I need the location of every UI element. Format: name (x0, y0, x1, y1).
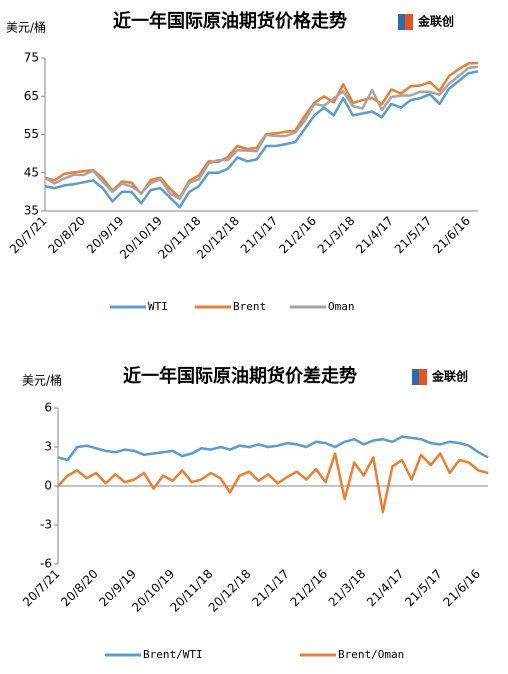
x-tick-label: 21/3/18 (326, 567, 369, 610)
x-tick-label: 21/4/17 (364, 567, 407, 610)
y-tick-label: 75 (24, 51, 39, 65)
x-tick-label: 21/2/16 (276, 214, 319, 257)
logo: 金联创 (431, 369, 468, 384)
x-tick-label: 21/4/17 (353, 214, 396, 257)
x-tick-label: 21/6/16 (440, 567, 483, 610)
series-line (44, 61, 479, 199)
y-tick-label: 45 (24, 165, 39, 179)
series-line (57, 435, 489, 462)
legend-label: WTI (148, 300, 168, 313)
logo-icon-b (419, 369, 427, 385)
y-tick-label: 0 (44, 479, 52, 493)
chart-title: 近一年国际原油期货价格走势 (113, 10, 347, 32)
legend-label: Brent/Oman (338, 648, 404, 661)
series-line (44, 70, 479, 209)
y-tick-label: 6 (44, 401, 52, 415)
x-tick-label: 20/7/21 (20, 567, 63, 610)
x-tick-label: 21/5/17 (402, 567, 445, 610)
y-axis-label: 美元/桶 (6, 20, 46, 35)
series-line (57, 452, 489, 514)
legend-label: Oman (328, 300, 355, 313)
y-tick-label: 65 (24, 89, 39, 103)
x-tick-label: 21/1/17 (238, 214, 281, 257)
series-line (44, 65, 479, 201)
legend-label: Brent (233, 300, 266, 313)
y-tick-label: 35 (24, 204, 39, 218)
logo-icon-a (412, 369, 419, 385)
x-tick-label: 21/1/17 (249, 567, 292, 610)
legend-label: Brent/WTI (143, 648, 203, 661)
x-tick-label: 20/8/20 (45, 214, 88, 257)
x-tick-label: 20/8/20 (58, 567, 101, 610)
logo-icon-a (398, 14, 405, 30)
y-axis-label: 美元/桶 (22, 373, 62, 388)
x-tick-label: 20/7/21 (7, 214, 50, 257)
y-tick-label: -6 (40, 557, 52, 571)
x-tick-label: 20/12/18 (206, 567, 254, 615)
y-tick-label: 55 (24, 127, 39, 141)
x-tick-label: 21/3/18 (315, 214, 358, 257)
y-tick-label: -3 (40, 518, 52, 532)
logo-icon-b (405, 14, 413, 30)
x-tick-label: 21/6/16 (430, 214, 473, 257)
x-tick-label: 20/12/18 (194, 214, 242, 262)
x-tick-label: 21/2/16 (288, 567, 331, 610)
x-tick-label: 21/5/17 (392, 214, 435, 257)
logo: 金联创 (417, 14, 454, 29)
chart-title: 近一年国际原油期货价差走势 (123, 365, 357, 387)
y-tick-label: 3 (44, 440, 52, 454)
